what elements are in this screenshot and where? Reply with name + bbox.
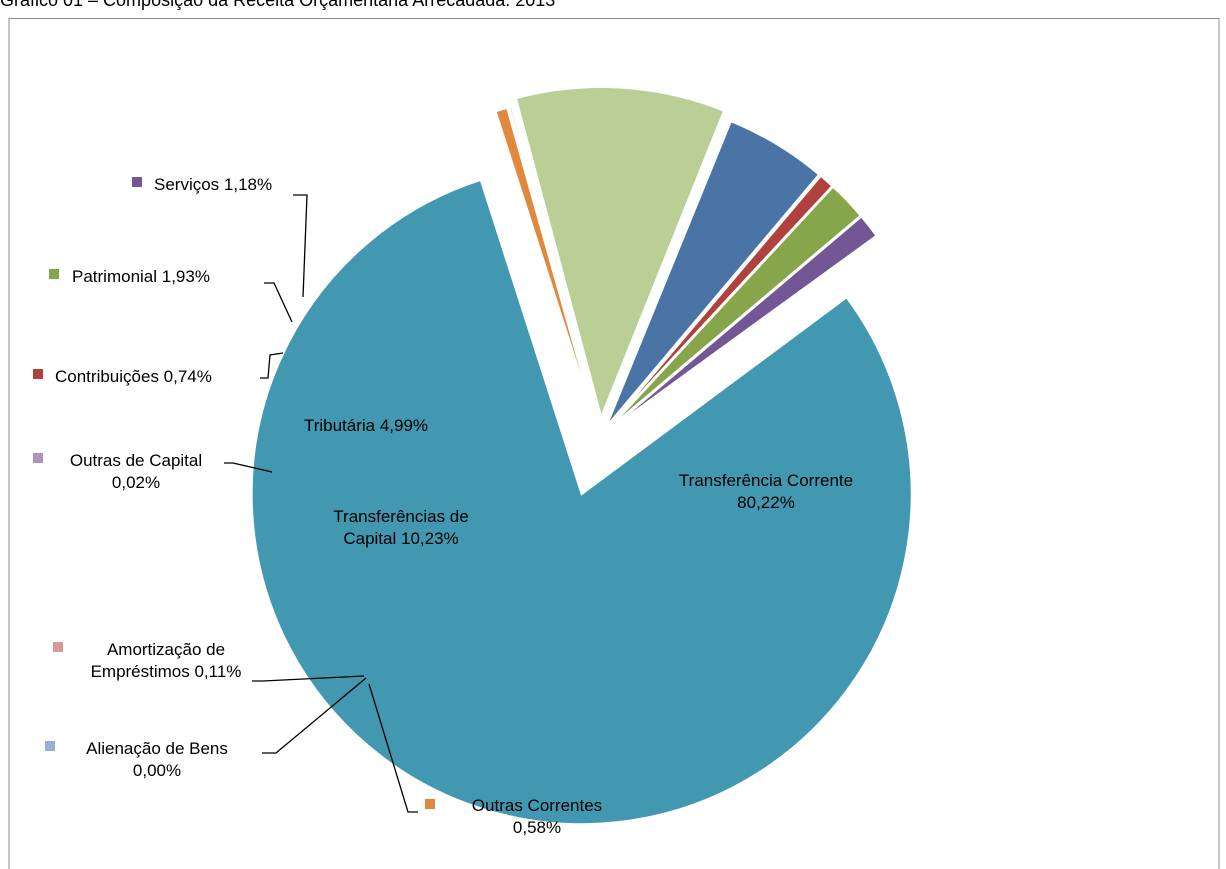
- leader-line-patrimonial: [264, 282, 293, 323]
- leader-line-outras-correntes: [368, 683, 418, 813]
- slice-label-transferencia-corrente: Transferência Corrente 80,22%: [679, 471, 853, 512]
- pie-slice-outras-de-capital: [603, 118, 731, 427]
- legend-key-servicos: [132, 177, 142, 187]
- chart-caption: Gráfico 01 – Composição da Receita Orçam…: [0, 0, 555, 10]
- leader-line-amortizacao-de-emprestimos: [252, 675, 365, 682]
- chart-frame: [8, 18, 1220, 869]
- slice-labels: Transferência Corrente 80,22% Outras Corre…: [33, 175, 853, 837]
- pie-slice-contribuicoes: [607, 174, 834, 429]
- legend-key-patrimonial: [49, 269, 59, 279]
- leader-line-alienacao-de-bens: [262, 677, 367, 754]
- slice-label-contribuicoes: Contribuições 0,74%: [55, 367, 212, 386]
- slice-label-amortizacao-de-emprestimos: Amortização de Empréstimos 0,11%: [91, 640, 242, 681]
- pie-slices: [250, 86, 913, 826]
- pie-slice-transferencias-de-capital: [514, 86, 726, 421]
- slice-label-tributaria: Tributária 4,99%: [304, 416, 428, 435]
- legend-key-amortizacao-de-emprestimos: [53, 642, 63, 652]
- pie-slice-servicos: [608, 215, 878, 431]
- pie-slice-patrimonial: [607, 185, 863, 430]
- slice-label-patrimonial: Patrimonial 1,93%: [72, 267, 210, 286]
- slice-label-transferencias-de-capital: Transferências de Capital 10,23%: [333, 507, 468, 548]
- leader-line-contribuicoes: [260, 352, 284, 379]
- leader-line-servicos: [293, 194, 308, 298]
- legend-key-alienacao-de-bens: [45, 741, 55, 751]
- legend-key-contribuicoes: [33, 369, 43, 379]
- slice-label-servicos: Serviços 1,18%: [154, 175, 272, 194]
- leader-line-outras-de-capital: [224, 462, 273, 473]
- pie-slice-tributaria: [605, 119, 821, 428]
- legend-key-outras-de-capital: [33, 453, 43, 463]
- leader-lines: [224, 194, 418, 813]
- slice-label-outras-de-capital: Outras de Capital 0,02%: [70, 451, 202, 492]
- pie-slice-transferencia-corrente: [250, 178, 913, 826]
- slice-label-outras-correntes: Outras Correntes 0,58%: [472, 796, 602, 837]
- slice-label-alienacao-de-bens: Alienação de Bens 0,00%: [86, 739, 228, 780]
- legend-key-outras-correntes: [425, 799, 435, 809]
- pie-slice-amortizacao-de-emprestimos: [508, 105, 598, 426]
